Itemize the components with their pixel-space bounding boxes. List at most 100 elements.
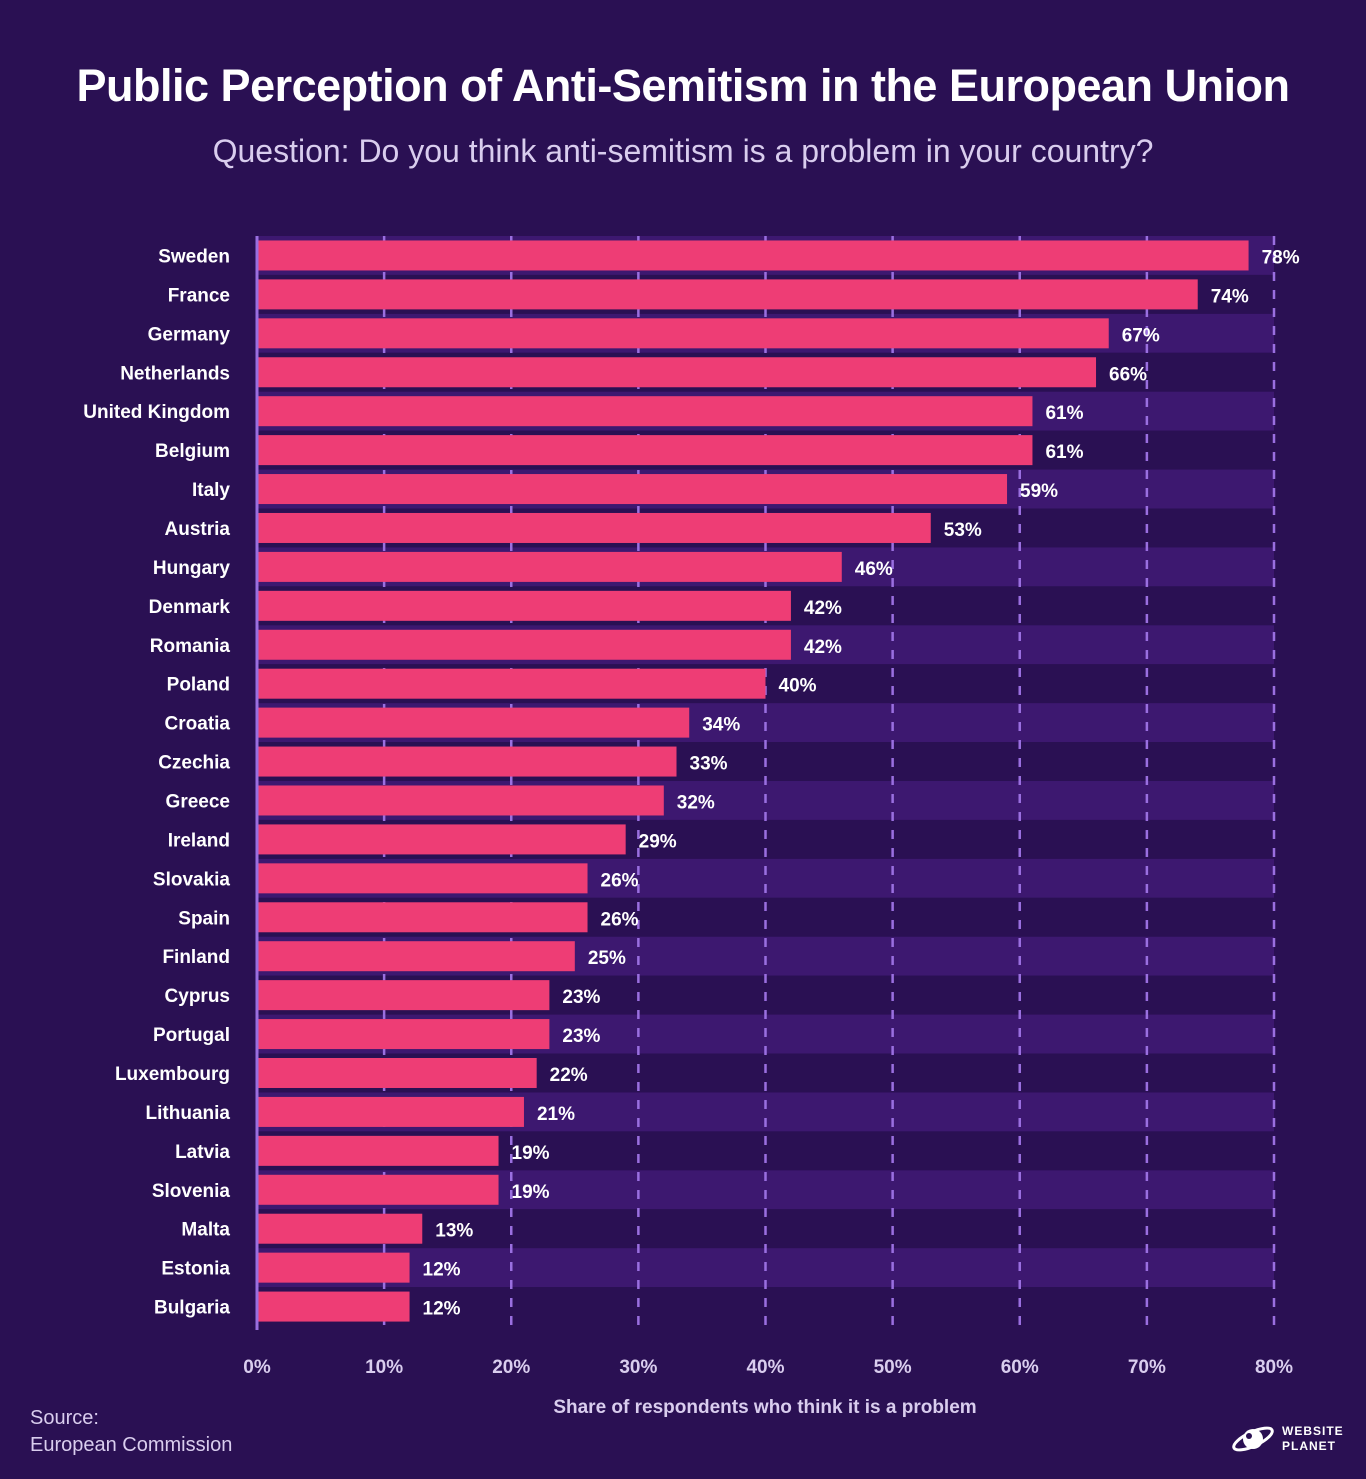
category-label: Spain <box>178 908 230 929</box>
category-label: Cyprus <box>165 986 230 1007</box>
value-label: 23% <box>562 1026 600 1047</box>
bar <box>257 1213 423 1244</box>
category-label: Austria <box>165 519 231 540</box>
bar <box>257 474 1008 505</box>
category-label: Netherlands <box>120 363 230 384</box>
category-label: Malta <box>181 1220 230 1241</box>
category-label: Hungary <box>153 558 231 579</box>
category-label: Finland <box>162 947 230 968</box>
bar <box>257 1252 410 1283</box>
source-label: Source: <box>30 1407 99 1429</box>
x-tick-label: 0% <box>243 1357 271 1378</box>
bar <box>257 1291 410 1322</box>
x-tick-label: 50% <box>874 1357 912 1378</box>
bar <box>257 590 791 621</box>
bar <box>257 863 588 894</box>
bar <box>257 629 791 660</box>
bar <box>257 1096 524 1127</box>
value-label: 40% <box>779 676 817 697</box>
value-label: 46% <box>855 559 893 580</box>
bar <box>257 357 1097 388</box>
value-label: 32% <box>677 792 715 813</box>
value-label: 59% <box>1020 481 1058 502</box>
logo-line-2: PLANET <box>1282 1439 1336 1453</box>
category-label: Belgium <box>155 441 230 462</box>
bar <box>257 240 1249 271</box>
category-label: Czechia <box>158 753 230 774</box>
x-tick-label: 60% <box>1001 1357 1039 1378</box>
value-label: 23% <box>562 987 600 1008</box>
logo-line-1: WEBSITE <box>1282 1424 1344 1438</box>
bar <box>257 512 931 543</box>
category-label: France <box>168 285 230 306</box>
value-label: 66% <box>1109 364 1147 385</box>
category-label: Ireland <box>168 830 230 851</box>
category-label: Estonia <box>161 1259 230 1280</box>
category-label: Germany <box>148 324 231 345</box>
value-label: 34% <box>702 715 740 736</box>
value-label: 25% <box>588 948 626 969</box>
bar <box>257 824 626 855</box>
x-tick-label: 40% <box>746 1357 784 1378</box>
x-tick-label: 80% <box>1255 1357 1293 1378</box>
value-label: 26% <box>601 909 639 930</box>
value-label: 42% <box>804 637 842 658</box>
x-tick-label: 20% <box>492 1357 530 1378</box>
bar <box>257 279 1198 310</box>
category-label: Luxembourg <box>115 1064 230 1085</box>
source-note: Source: European Commission <box>30 1405 232 1459</box>
category-label: Portugal <box>153 1025 230 1046</box>
chart-title: Public Perception of Anti-Semitism in th… <box>76 60 1290 111</box>
chart-subtitle: Question: Do you think anti-semitism is … <box>212 133 1154 169</box>
category-label: Greece <box>166 791 230 812</box>
value-label: 42% <box>804 598 842 619</box>
bar <box>257 396 1033 427</box>
category-label: Bulgaria <box>154 1298 230 1319</box>
bar <box>257 1057 537 1088</box>
logo-text: WEBSITE PLANET <box>1282 1424 1344 1454</box>
category-label: Poland <box>167 675 230 696</box>
bar <box>257 551 842 582</box>
value-label: 67% <box>1122 325 1160 346</box>
value-label: 12% <box>423 1299 461 1320</box>
value-label: 12% <box>423 1260 461 1281</box>
value-label: 19% <box>512 1182 550 1203</box>
value-label: 29% <box>639 831 677 852</box>
x-tick-label: 70% <box>1128 1357 1166 1378</box>
website-planet-logo: WEBSITE PLANET <box>1230 1422 1350 1456</box>
bar <box>257 318 1109 349</box>
bar <box>257 435 1033 466</box>
bar <box>257 1135 499 1166</box>
category-label: Slovakia <box>153 869 231 890</box>
bar <box>257 902 588 933</box>
bar <box>257 668 766 699</box>
value-label: 61% <box>1045 403 1083 424</box>
value-label: 21% <box>537 1104 575 1125</box>
category-label: Sweden <box>158 246 230 267</box>
bar <box>257 1019 550 1050</box>
category-label: Lithuania <box>146 1103 231 1124</box>
category-label: Slovenia <box>152 1181 231 1202</box>
value-label: 78% <box>1262 247 1300 268</box>
category-label: Denmark <box>149 597 231 618</box>
category-label: Latvia <box>175 1142 230 1163</box>
source-name: European Commission <box>30 1434 233 1456</box>
value-label: 22% <box>550 1065 588 1086</box>
value-label: 19% <box>512 1143 550 1164</box>
value-label: 61% <box>1045 442 1083 463</box>
x-tick-label: 30% <box>619 1357 657 1378</box>
bar <box>257 1174 499 1205</box>
bar <box>257 707 690 738</box>
value-label: 13% <box>435 1221 473 1242</box>
value-label: 33% <box>690 754 728 775</box>
bar <box>257 980 550 1011</box>
category-label: Italy <box>192 480 230 501</box>
bar <box>257 746 677 777</box>
x-tick-label: 10% <box>365 1357 403 1378</box>
value-label: 26% <box>601 870 639 891</box>
category-label: Croatia <box>165 714 231 735</box>
category-label: United Kingdom <box>83 402 230 423</box>
bar <box>257 941 575 972</box>
category-label: Romania <box>150 636 231 657</box>
x-axis-label: Share of respondents who think it is a p… <box>553 1397 977 1418</box>
